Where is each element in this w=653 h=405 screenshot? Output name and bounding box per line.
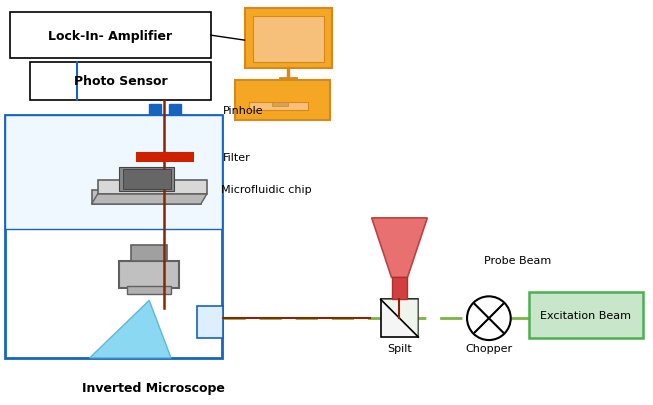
Text: Photo Sensor: Photo Sensor bbox=[74, 75, 167, 88]
Text: Filter: Filter bbox=[223, 153, 251, 163]
Bar bbox=[150, 104, 161, 114]
Polygon shape bbox=[381, 300, 419, 337]
Text: Microfluidic chip: Microfluidic chip bbox=[221, 185, 311, 195]
Text: Probe Beam: Probe Beam bbox=[484, 255, 551, 265]
Text: Inverted Microscope: Inverted Microscope bbox=[82, 381, 225, 394]
Bar bbox=[119, 168, 174, 192]
Bar bbox=[245, 9, 332, 69]
Bar bbox=[249, 102, 308, 111]
Bar bbox=[30, 63, 211, 100]
Bar bbox=[392, 278, 407, 300]
Bar bbox=[381, 300, 419, 337]
Circle shape bbox=[467, 296, 511, 340]
Bar bbox=[253, 17, 324, 63]
Bar bbox=[131, 245, 167, 261]
Bar bbox=[272, 102, 288, 107]
Polygon shape bbox=[91, 194, 207, 205]
Text: Chopper: Chopper bbox=[466, 343, 513, 353]
Bar bbox=[123, 170, 171, 190]
Bar bbox=[91, 191, 201, 205]
Bar bbox=[5, 115, 222, 358]
Text: Pinhole: Pinhole bbox=[223, 105, 263, 115]
Text: Lock-In- Amplifier: Lock-In- Amplifier bbox=[48, 30, 172, 43]
Bar bbox=[197, 307, 223, 338]
Bar bbox=[10, 13, 211, 59]
Text: Excitation Beam: Excitation Beam bbox=[540, 311, 631, 320]
Bar bbox=[137, 154, 193, 162]
Polygon shape bbox=[372, 218, 427, 278]
Bar bbox=[119, 261, 179, 289]
Bar bbox=[97, 181, 207, 194]
Bar bbox=[5, 115, 222, 229]
Text: Spilt: Spilt bbox=[387, 343, 412, 353]
Polygon shape bbox=[89, 301, 171, 358]
Bar bbox=[169, 104, 181, 114]
Bar bbox=[529, 293, 643, 338]
Bar bbox=[234, 81, 330, 120]
Bar bbox=[127, 287, 171, 294]
